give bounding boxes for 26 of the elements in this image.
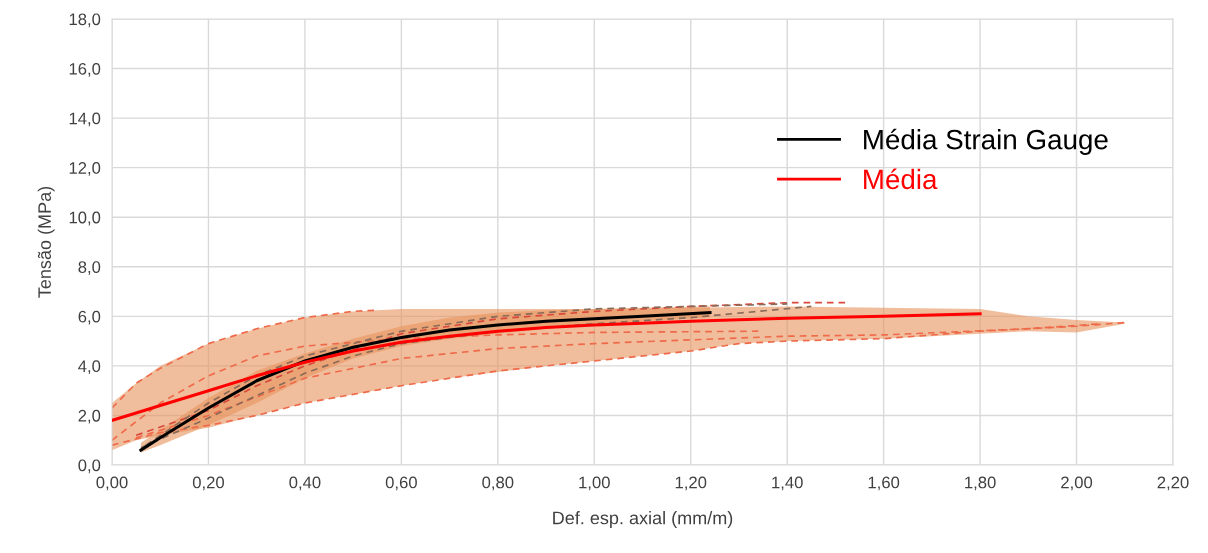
x-axis-title: Def. esp. axial (mm/m) bbox=[553, 511, 733, 528]
y-tick-label: 8,0 bbox=[78, 261, 101, 275]
x-tick-label: 1,40 bbox=[772, 476, 803, 491]
x-tick-label: 1,60 bbox=[868, 476, 900, 491]
x-tick-label: 0,20 bbox=[192, 476, 225, 491]
x-tick-label: 0,40 bbox=[289, 476, 321, 491]
x-tick-label: 2,00 bbox=[1061, 476, 1093, 491]
y-tick-label: 14,0 bbox=[69, 112, 101, 127]
y-tick-label: 18,0 bbox=[69, 13, 101, 28]
x-tick-label: 0,60 bbox=[385, 476, 417, 491]
y-tick-label: 2,0 bbox=[78, 409, 101, 424]
y-tick-label: 4,0 bbox=[78, 360, 101, 375]
x-tick-label: 1,00 bbox=[579, 476, 610, 491]
x-tick-label: 1,80 bbox=[965, 476, 996, 491]
legend-label: Média bbox=[864, 168, 938, 190]
x-tick-label: 0,80 bbox=[482, 476, 514, 491]
legend-label: Média Strain Gauge bbox=[864, 128, 1108, 155]
x-tick-label: 2,20 bbox=[1157, 476, 1189, 491]
y-tick-label: 16,0 bbox=[69, 62, 101, 77]
y-tick-label: 12,0 bbox=[69, 162, 101, 176]
y-tick-label: 0,0 bbox=[78, 459, 101, 474]
y-tick-label: 10,0 bbox=[69, 211, 101, 226]
y-tick-label: 6,0 bbox=[78, 310, 101, 325]
x-tick-label: 1,20 bbox=[675, 476, 707, 491]
x-tick-label: 0,00 bbox=[96, 476, 128, 491]
y-axis-title: Tensão (MPa) bbox=[37, 186, 55, 298]
